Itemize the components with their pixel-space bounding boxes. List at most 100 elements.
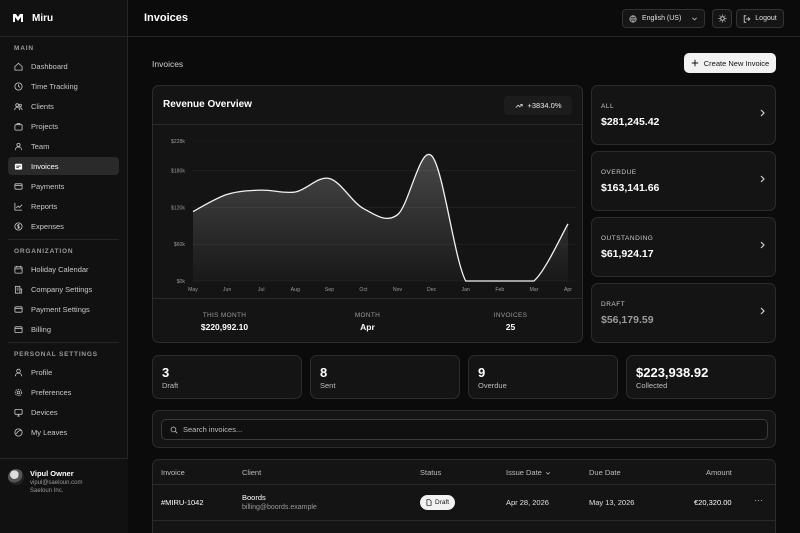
x-tick-label: Jan [462,287,470,293]
theme-toggle-button[interactable] [712,9,732,28]
page-title: Invoices [144,12,189,24]
x-tick-label: Oct [359,287,368,293]
sidebar-item-label: Expenses [31,221,64,231]
sidebar-section-title: ORGANIZATION [14,247,74,255]
divider [153,124,582,125]
sidebar-item-billing[interactable]: Billing [8,320,119,338]
sidebar-item-team[interactable]: Team [8,137,119,155]
user-card[interactable]: Vipul Owner vipul@saeloun.com Saeloun In… [0,458,128,533]
topbar: Invoices [128,0,800,37]
revenue-series-line [192,153,569,282]
sidebar-item-time-tracking[interactable]: Time Tracking [8,77,119,95]
sidebar-item-dashboard[interactable]: Dashboard [8,57,119,75]
sidebar-item-label: My Leaves [31,427,68,437]
status-badge: Draft [420,495,456,510]
building-icon [14,285,23,294]
sidebar-item-holiday-calendar[interactable]: Holiday Calendar [8,260,119,278]
summary-card-overdue[interactable]: OVERDUE $163,141.66 [591,151,776,211]
sidebar-item-clients[interactable]: Clients [8,97,119,115]
sidebar-item-reports[interactable]: Reports [8,197,119,215]
sun-icon [717,14,727,23]
x-tick-label: Apr [564,287,572,293]
team-icon [14,142,23,150]
header-due-date[interactable]: Due Date [589,468,621,477]
sidebar-item-invoices[interactable]: Invoices [8,157,119,175]
sort-down-icon [545,471,550,475]
count-card-overdue[interactable]: 9 Overdue [468,355,618,399]
sidebar-item-payments[interactable]: Payments [8,177,119,195]
stat-value: $220,992.10 [200,322,249,332]
monitor-icon [14,408,23,417]
dollar-icon [14,221,23,231]
search-box[interactable] [161,419,768,440]
y-tick-label: $0k [177,279,186,285]
sidebar-item-preferences[interactable]: Preferences [8,383,119,401]
invoice-number[interactable]: #MIRU-1042 [161,498,204,507]
receipt-icon [14,325,23,333]
header-issue-date-label: Issue Date [506,468,542,477]
sidebar-item-expenses[interactable]: Expenses [8,217,119,235]
count-value: 3 [162,365,170,380]
header-issue-date[interactable]: Issue Date [506,468,551,477]
chevron-right-icon [760,109,765,117]
stat-value: 25 [505,322,516,332]
summary-card-all[interactable]: ALL $281,245.42 [591,85,776,145]
sidebar-item-projects[interactable]: Projects [8,117,119,135]
count-card-collected[interactable]: $223,938.92 Collected [626,355,776,399]
revenue-stats: THIS MONTH $220,992.10 MONTH Apr INVOICE… [153,298,582,344]
sidebar-divider [8,239,119,240]
status-label: Draft [435,499,450,506]
chart-line-icon [14,202,23,211]
header-status[interactable]: Status [420,468,442,477]
count-label: Overdue [478,381,507,390]
avatar[interactable] [8,469,24,485]
header-client[interactable]: Client [242,468,262,477]
globe-icon [629,14,637,23]
briefcase-icon [14,122,23,131]
client-name: Boords [242,493,266,502]
sidebar-item-devices[interactable]: Devices [8,403,119,421]
revenue-title: Revenue Overview [163,99,252,110]
chevron-right-icon [760,307,765,315]
summary-label: DRAFT [601,301,626,308]
invoices-table: Invoice Client Status Issue Date Due Dat… [152,459,776,533]
leaf-icon [14,427,23,437]
summary-card-outstanding[interactable]: OUTSTANDING $61,924.17 [591,217,776,277]
create-invoice-button[interactable]: Create New Invoice [684,53,776,73]
summary-value: $163,141.66 [601,182,660,194]
card-icon [14,305,23,313]
language-select[interactable]: English (US) [622,9,705,28]
count-card-draft[interactable]: 3 Draft [152,355,302,399]
sidebar-item-company-settings[interactable]: Company Settings [8,280,119,298]
sidebar-item-label: Preferences [31,387,72,397]
count-card-sent[interactable]: 8 Sent [310,355,460,399]
table-row[interactable]: #MIRU-1042 Boords billing@boords.example… [153,485,775,521]
logout-icon [744,14,751,23]
stat-this-month: THIS MONTH $220,992.10 [153,299,296,344]
stat-value: Apr [360,322,375,332]
sidebar-item-my-leaves[interactable]: My Leaves [8,423,119,441]
search-input[interactable] [183,425,743,434]
calendar-icon [14,265,23,274]
stat-month: MONTH Apr [296,299,439,344]
table-row[interactable] [153,521,775,533]
more-actions-icon[interactable]: ··· [754,495,763,505]
card-icon [14,182,23,190]
summary-card-draft[interactable]: DRAFT $56,179.59 [591,283,776,343]
miru-logo-icon [13,14,23,22]
brand[interactable]: Miru [0,0,127,37]
x-tick-label: Dec [427,287,437,293]
header-amount[interactable]: Amount [706,468,732,477]
users-icon [14,102,23,110]
header-invoice[interactable]: Invoice [161,468,185,477]
chevron-right-icon [760,241,765,249]
sidebar-item-label: Team [31,141,50,151]
sidebar-item-profile[interactable]: Profile [8,363,119,381]
client-email: billing@boords.example [242,504,317,511]
create-invoice-label: Create New Invoice [703,58,770,68]
sidebar-item-payment-settings[interactable]: Payment Settings [8,300,119,318]
count-value: 8 [320,365,328,380]
logout-button[interactable]: Logout [736,9,784,28]
section-label: Invoices [152,59,184,69]
language-label: English (US) [642,15,682,22]
